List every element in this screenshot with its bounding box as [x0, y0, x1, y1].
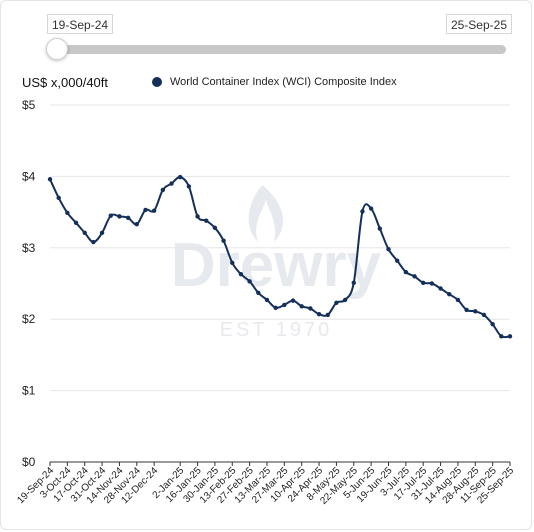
data-point[interactable] — [230, 260, 235, 265]
unit-label: US$ x,000/40ft — [22, 75, 108, 90]
date-range-slider-handle[interactable] — [46, 38, 68, 60]
legend-label: World Container Index (WCI) Composite In… — [170, 76, 397, 88]
y-tick-label: $1 — [22, 384, 36, 398]
data-point[interactable] — [134, 222, 139, 227]
data-point[interactable] — [351, 280, 356, 285]
data-point[interactable] — [438, 286, 443, 291]
data-point[interactable] — [394, 258, 400, 263]
data-point[interactable] — [490, 321, 495, 327]
data-point[interactable] — [238, 272, 244, 277]
data-point[interactable] — [169, 181, 174, 186]
data-point[interactable] — [177, 174, 183, 180]
data-point[interactable] — [308, 306, 313, 311]
data-point[interactable] — [447, 292, 452, 297]
data-point[interactable] — [99, 230, 105, 236]
data-point[interactable] — [342, 297, 348, 303]
x-axis: 19-Sep-243-Oct-2417-Oct-2431-Oct-2414-No… — [15, 462, 516, 507]
data-point[interactable] — [403, 269, 409, 275]
data-point[interactable] — [264, 297, 270, 303]
range-start-label: 19-Sep-24 — [47, 14, 114, 34]
flame-logo-icon — [248, 185, 284, 242]
data-point[interactable] — [507, 334, 513, 339]
data-point[interactable] — [91, 239, 96, 245]
data-point[interactable] — [360, 209, 365, 214]
watermark-brand: Drewry — [171, 231, 382, 300]
date-range-slider-track[interactable] — [50, 45, 506, 54]
range-end-label: 25-Sep-25 — [445, 14, 512, 34]
data-point[interactable] — [195, 214, 200, 219]
data-point[interactable] — [65, 210, 70, 216]
data-point[interactable] — [117, 214, 122, 219]
data-point[interactable] — [412, 274, 417, 279]
data-point[interactable] — [273, 305, 278, 310]
data-point[interactable] — [73, 220, 79, 226]
data-point[interactable] — [47, 177, 53, 182]
data-point[interactable] — [290, 298, 296, 303]
watermark-tagline: EST 1970 — [220, 319, 333, 341]
data-point[interactable] — [299, 304, 304, 309]
data-point[interactable] — [186, 184, 192, 189]
data-point[interactable] — [464, 307, 469, 313]
drewry-watermark: Drewry EST 1970 — [171, 185, 382, 341]
y-tick-label: $4 — [22, 169, 36, 183]
data-point[interactable] — [282, 302, 287, 308]
y-axis: $0 $1 $2 $3 $4 $5 — [22, 98, 36, 469]
data-point[interactable] — [151, 208, 157, 213]
data-point[interactable] — [499, 334, 504, 339]
data-point[interactable] — [212, 225, 218, 231]
data-point[interactable] — [143, 207, 148, 213]
data-point[interactable] — [82, 230, 87, 236]
y-tick-label: $5 — [22, 98, 36, 112]
data-point[interactable] — [334, 300, 339, 305]
data-point[interactable] — [429, 281, 435, 286]
data-point[interactable] — [56, 195, 61, 201]
legend-marker-icon — [152, 77, 162, 87]
data-point[interactable] — [221, 238, 226, 243]
data-point[interactable] — [316, 312, 322, 317]
data-point[interactable] — [481, 312, 487, 318]
data-point[interactable] — [108, 213, 113, 218]
data-point[interactable] — [455, 297, 461, 303]
data-point[interactable] — [386, 247, 391, 252]
data-point[interactable] — [160, 187, 166, 193]
data-point[interactable] — [325, 312, 330, 318]
y-tick-label: $0 — [22, 455, 36, 469]
data-point[interactable] — [368, 206, 374, 211]
grid — [50, 104, 510, 463]
data-point[interactable] — [247, 279, 252, 284]
y-tick-label: $2 — [22, 312, 36, 326]
series-points — [47, 174, 513, 339]
data-point[interactable] — [125, 215, 131, 221]
data-point[interactable] — [473, 309, 478, 314]
data-point[interactable] — [204, 218, 209, 223]
data-point[interactable] — [256, 290, 261, 295]
y-tick-label: $3 — [22, 241, 36, 255]
data-point[interactable] — [421, 280, 426, 285]
legend[interactable]: World Container Index (WCI) Composite In… — [152, 76, 397, 88]
data-point[interactable] — [377, 226, 383, 231]
